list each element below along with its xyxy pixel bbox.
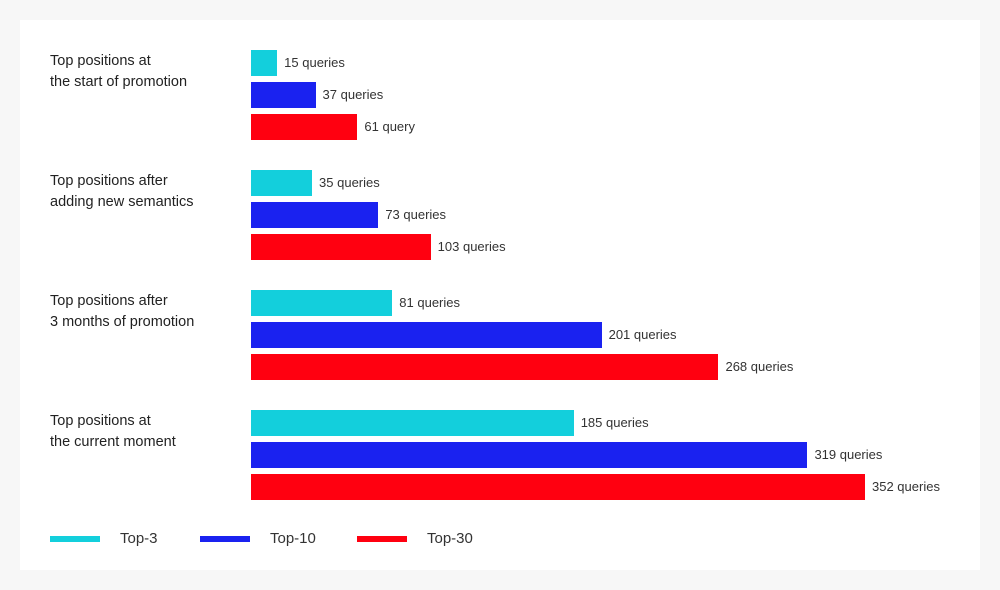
value-label: 73 queries — [385, 207, 447, 222]
bar-top-3 — [251, 290, 393, 316]
group-label: Top positions at the start of promotion — [50, 53, 188, 90]
legend-label: Top-30 — [427, 530, 473, 547]
value-label: 319 queries — [814, 447, 883, 462]
value-label: 37 queries — [322, 87, 384, 102]
value-label: 61 query — [364, 119, 415, 134]
bar-top-30 — [251, 234, 431, 260]
bar-top-3 — [251, 410, 574, 436]
value-label: 201 queries — [608, 327, 677, 342]
bar-top-3 — [251, 50, 278, 76]
value-label: 15 queries — [284, 55, 345, 70]
group-label: Top positions after adding new semantics — [50, 173, 194, 210]
value-label: 352 queries — [872, 479, 940, 494]
legend-label: Top-10 — [270, 530, 316, 547]
value-label: 35 queries — [319, 175, 380, 190]
bar-top-10 — [251, 202, 379, 228]
bar-top-30 — [251, 354, 719, 380]
bar-top-10 — [251, 442, 808, 468]
group-label: Top positions at the current moment — [50, 413, 176, 450]
bar-top-30 — [251, 114, 358, 140]
group-label: Top positions after 3 months of promotion — [50, 293, 195, 330]
legend-swatch-top-3 — [50, 536, 100, 542]
value-label: 81 queries — [399, 295, 460, 310]
legend-swatch-top-30 — [357, 536, 407, 542]
value-label: 103 queries — [437, 239, 506, 254]
bar-top-10 — [251, 322, 602, 348]
bar-top-3 — [251, 170, 313, 196]
bar-top-30 — [251, 474, 865, 500]
bar-top-10 — [251, 82, 316, 108]
value-label: 268 queries — [725, 359, 794, 374]
legend-label: Top-3 — [120, 530, 158, 547]
legend-swatch-top-10 — [200, 536, 250, 542]
value-label: 185 queries — [580, 415, 649, 430]
